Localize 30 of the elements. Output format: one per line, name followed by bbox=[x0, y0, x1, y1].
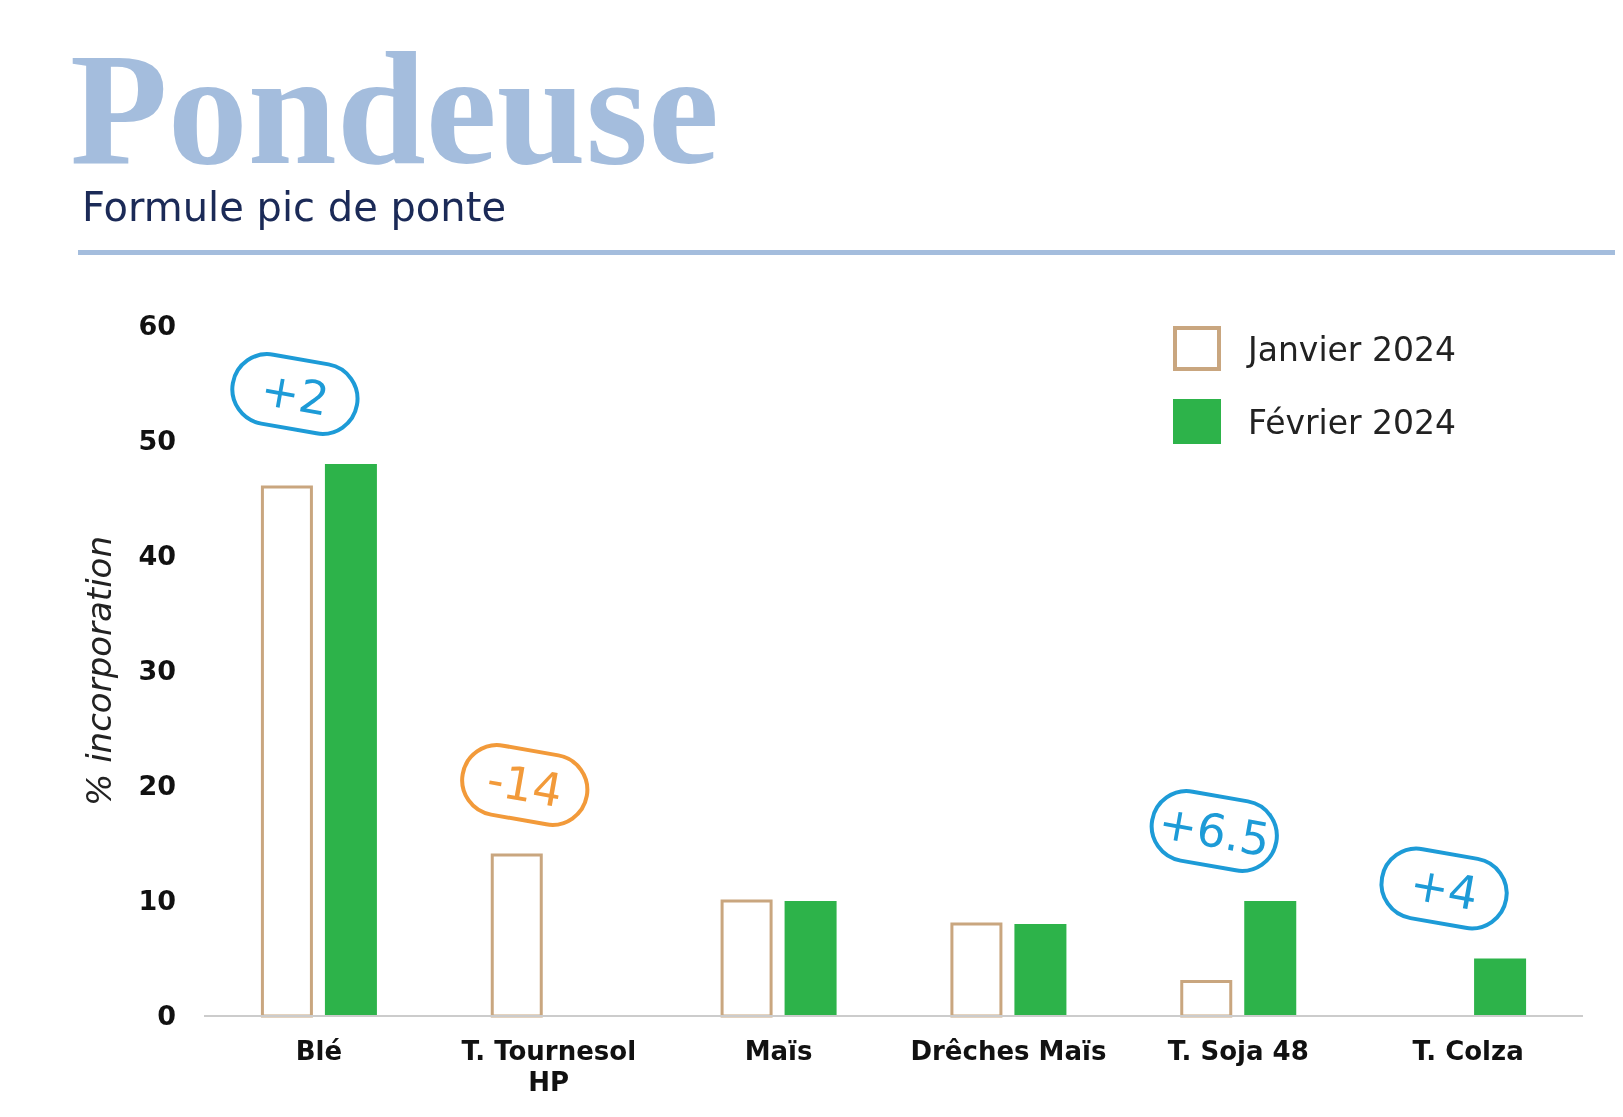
bar bbox=[720, 899, 773, 1018]
y-tick-label: 50 bbox=[138, 425, 176, 457]
x-tick-label: T. Soja 48 bbox=[1167, 1036, 1309, 1066]
y-tick-label: 0 bbox=[157, 1000, 176, 1032]
bar bbox=[784, 901, 837, 1016]
x-tick-label: Maïs bbox=[744, 1036, 813, 1066]
bar bbox=[1014, 924, 1067, 1016]
bar bbox=[1180, 980, 1233, 1018]
annotation: +2 bbox=[256, 361, 333, 427]
bar bbox=[260, 485, 313, 1018]
y-tick-label: 20 bbox=[138, 770, 176, 802]
y-tick-label: 30 bbox=[138, 655, 176, 687]
bar bbox=[1474, 958, 1527, 1016]
annotation: +6.5 bbox=[1154, 794, 1274, 868]
x-tick-label: Drêches Maïs bbox=[910, 1036, 1107, 1066]
legend-label: Janvier 2024 bbox=[1246, 329, 1456, 369]
x-tick-label: T. Colza bbox=[1412, 1036, 1524, 1066]
bar bbox=[1244, 901, 1297, 1016]
x-tick-label: T. Tournesol HP bbox=[461, 1036, 637, 1097]
y-tick-label: 40 bbox=[138, 540, 176, 572]
y-axis-title: % incorporation bbox=[79, 536, 119, 806]
bar bbox=[490, 853, 543, 1018]
annotation: +4 bbox=[1405, 856, 1483, 922]
bar bbox=[950, 922, 1003, 1018]
y-tick-label: 60 bbox=[138, 310, 176, 342]
y-tick-label: 10 bbox=[138, 885, 176, 917]
bar bbox=[324, 464, 377, 1016]
annotation: -14 bbox=[483, 751, 567, 819]
x-tick-label: Blé bbox=[295, 1036, 343, 1066]
legend-label: Février 2024 bbox=[1248, 402, 1457, 442]
